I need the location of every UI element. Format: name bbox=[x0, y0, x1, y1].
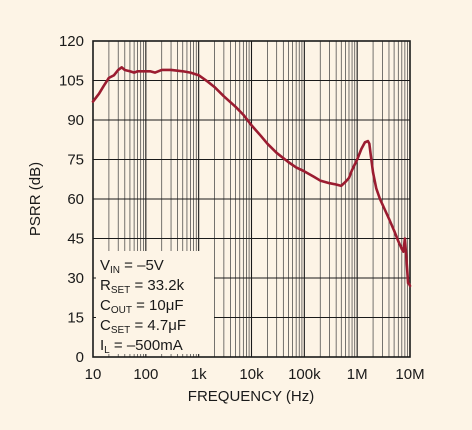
plot-frame bbox=[92, 40, 411, 358]
y-tick-label: 120 bbox=[59, 33, 84, 50]
x-tick-label: 10M bbox=[395, 366, 424, 383]
y-tick-label: 105 bbox=[59, 73, 84, 90]
condition-line: CSET = 4.7μF bbox=[100, 317, 186, 336]
x-tick-label: 100 bbox=[133, 366, 158, 383]
condition-line: IL = –500mA bbox=[100, 337, 183, 356]
y-tick-labels: 0 15 30 45 60 75 90 105 120 bbox=[59, 33, 84, 366]
x-tick-label: 100k bbox=[288, 366, 321, 383]
condition-line: RSET = 33.2k bbox=[100, 277, 185, 296]
x-axis-title: FREQUENCY (Hz) bbox=[188, 388, 314, 405]
condition-line: VIN = –5V bbox=[100, 257, 164, 276]
x-tick-label: 10 bbox=[85, 366, 102, 383]
x-tick-label: 10k bbox=[239, 366, 264, 383]
y-tick-label: 75 bbox=[67, 152, 84, 169]
y-tick-label: 90 bbox=[67, 112, 84, 129]
x-tick-labels: 10 100 1k 10k 100k 1M 10M bbox=[85, 366, 425, 383]
x-tick-label: 1k bbox=[191, 366, 207, 383]
condition-line: COUT = 10μF bbox=[100, 297, 184, 316]
y-tick-label: 45 bbox=[67, 231, 84, 248]
y-tick-label: 15 bbox=[67, 310, 84, 327]
conditions-background bbox=[96, 251, 214, 354]
x-tick-label: 1M bbox=[347, 366, 368, 383]
y-axis-title: PSRR (dB) bbox=[27, 162, 44, 236]
y-tick-label: 0 bbox=[76, 349, 84, 366]
psrr-line bbox=[91, 66, 412, 288]
y-tick-label: 30 bbox=[67, 270, 84, 287]
y-tick-label: 60 bbox=[67, 191, 84, 208]
